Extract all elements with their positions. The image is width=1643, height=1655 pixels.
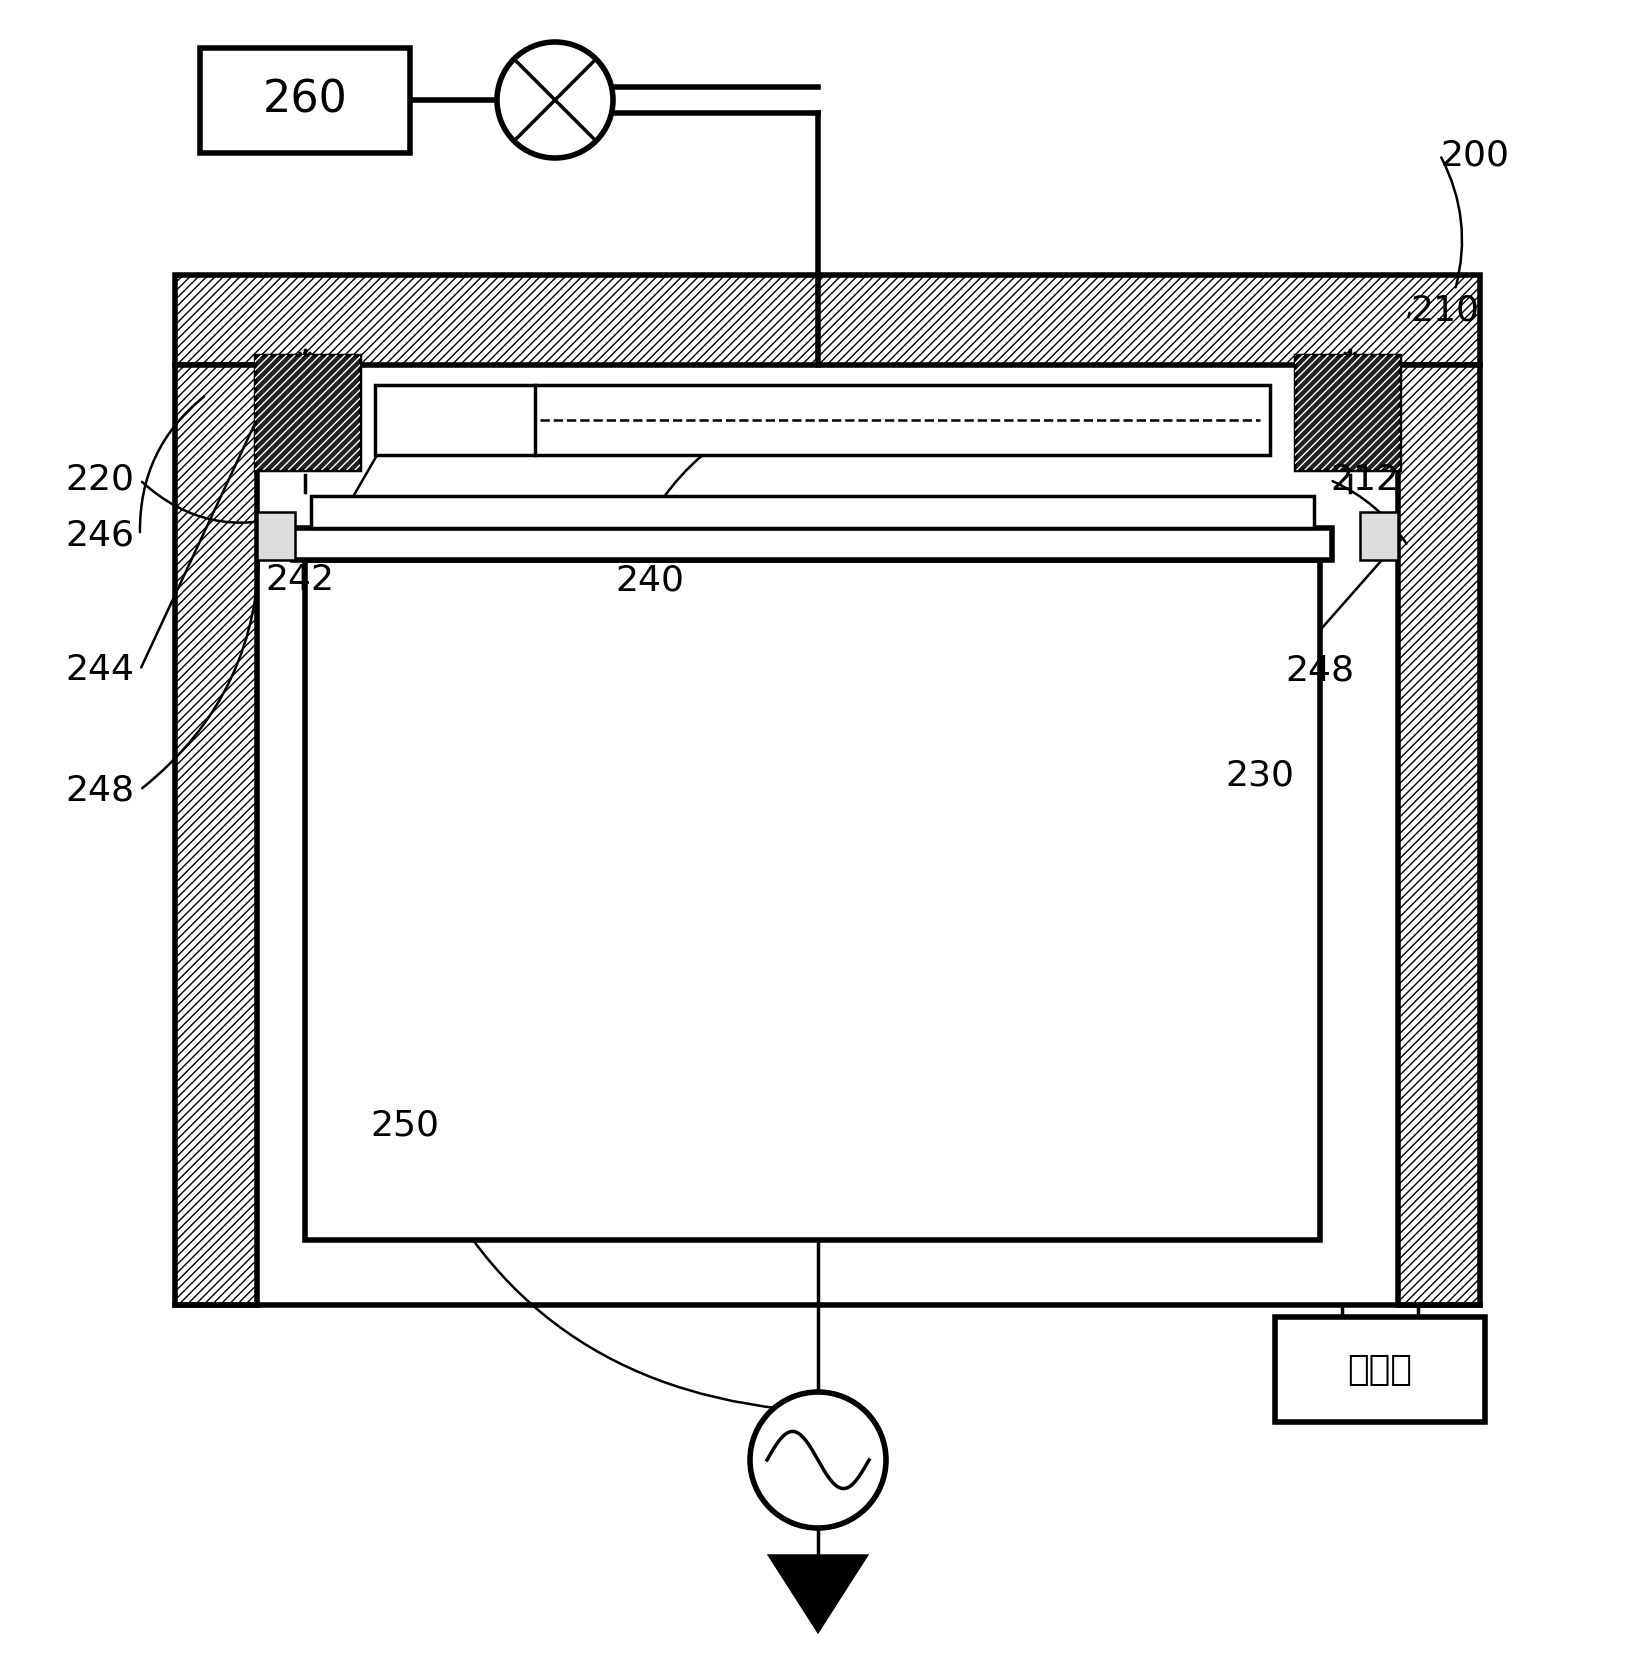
Bar [1398, 366, 1480, 1306]
Bar [306, 559, 1319, 1240]
Bar [311, 496, 1314, 528]
Bar [292, 528, 1332, 559]
Bar [176, 366, 256, 1306]
Text: 250: 250 [370, 1107, 439, 1142]
Bar [1295, 356, 1400, 470]
Bar [255, 356, 360, 470]
Bar [256, 511, 296, 559]
Circle shape [496, 41, 613, 157]
Polygon shape [771, 1556, 866, 1630]
Text: 244: 244 [66, 654, 135, 687]
Bar [176, 275, 1480, 366]
Circle shape [749, 1392, 886, 1528]
Bar [1398, 366, 1480, 1306]
Bar [255, 356, 360, 470]
Bar [1275, 1317, 1485, 1422]
Bar [1295, 356, 1400, 470]
Bar [1360, 511, 1398, 559]
Text: 220: 220 [66, 463, 135, 496]
Text: 248: 248 [66, 773, 135, 808]
Text: 210: 210 [1410, 293, 1479, 328]
Text: 真空泵: 真空泵 [1347, 1352, 1413, 1387]
Text: 260: 260 [263, 78, 347, 121]
Bar [375, 386, 1270, 455]
Text: 248: 248 [1285, 654, 1354, 687]
Text: 246: 246 [66, 518, 135, 553]
Text: 230: 230 [1226, 758, 1295, 793]
Text: 212: 212 [1329, 463, 1398, 496]
Text: 242: 242 [265, 563, 334, 597]
Text: 200: 200 [1439, 137, 1508, 172]
Text: 240: 240 [614, 563, 683, 597]
Bar [200, 48, 411, 152]
Bar [176, 275, 1480, 366]
Bar [176, 366, 256, 1306]
